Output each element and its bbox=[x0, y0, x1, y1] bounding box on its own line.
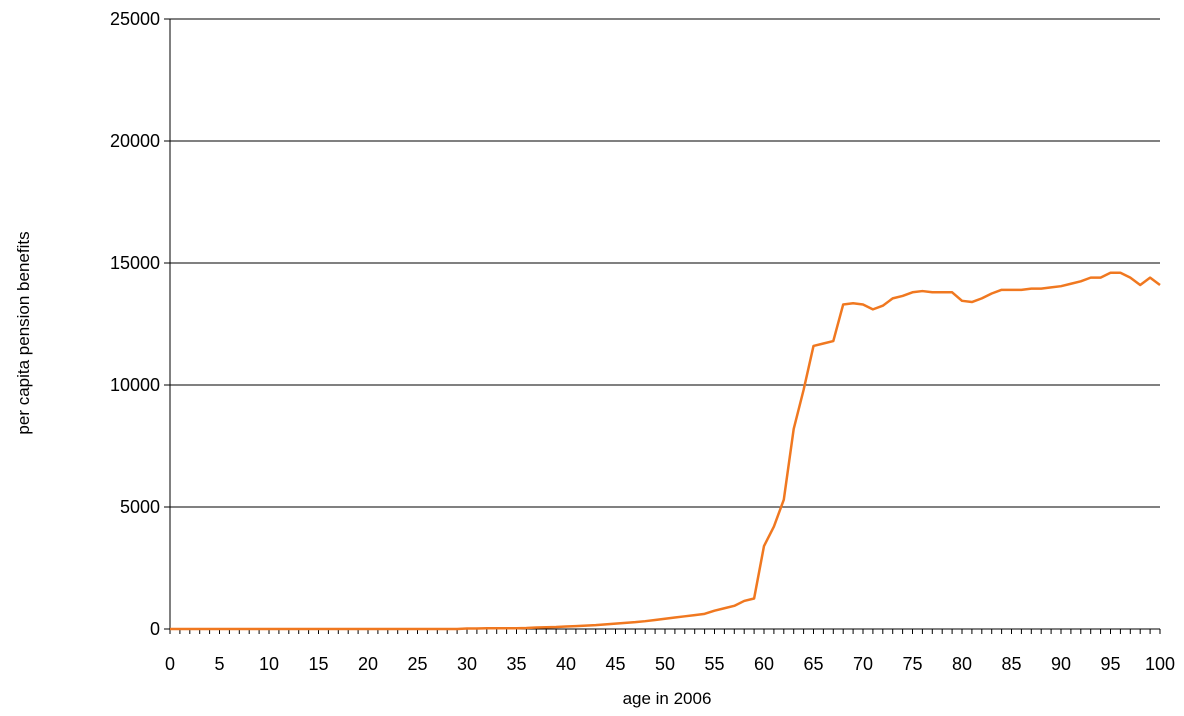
x-tick-label-60: 60 bbox=[754, 654, 774, 674]
x-tick-label-30: 30 bbox=[457, 654, 477, 674]
y-tick-label-5000: 5000 bbox=[120, 497, 160, 517]
x-tick-label-85: 85 bbox=[1001, 654, 1021, 674]
x-tick-label-80: 80 bbox=[952, 654, 972, 674]
axes bbox=[169, 19, 1160, 630]
gridlines bbox=[170, 18, 1160, 508]
x-tick-label-15: 15 bbox=[308, 654, 328, 674]
x-tick-label-55: 55 bbox=[704, 654, 724, 674]
x-tick-label-25: 25 bbox=[407, 654, 427, 674]
x-tick-label-65: 65 bbox=[803, 654, 823, 674]
x-tick-label-45: 45 bbox=[605, 654, 625, 674]
series-layer bbox=[170, 271, 1161, 631]
x-tick-label-35: 35 bbox=[506, 654, 526, 674]
x-tick-label-5: 5 bbox=[214, 654, 224, 674]
y-tick-label-0: 0 bbox=[150, 619, 160, 639]
x-tick-label-10: 10 bbox=[259, 654, 279, 674]
x-tick-label-20: 20 bbox=[358, 654, 378, 674]
x-tick-label-70: 70 bbox=[853, 654, 873, 674]
y-tick-label-10000: 10000 bbox=[110, 375, 160, 395]
y-axis-title: per capita pension benefits bbox=[14, 231, 33, 434]
x-tick-label-50: 50 bbox=[655, 654, 675, 674]
y-tick-label-20000: 20000 bbox=[110, 131, 160, 151]
x-tick-label-90: 90 bbox=[1051, 654, 1071, 674]
x-tick-label-75: 75 bbox=[902, 654, 922, 674]
series-line-0 bbox=[170, 271, 1161, 631]
y-tick-label-25000: 25000 bbox=[110, 9, 160, 29]
x-axis-title: age in 2006 bbox=[623, 689, 712, 708]
x-tick-label-95: 95 bbox=[1100, 654, 1120, 674]
x-tick-label-100: 100 bbox=[1145, 654, 1175, 674]
tick-labels: 0 5000 10000 15000 20000 25000 0 5 10 15 20 25 30 35 4… bbox=[110, 9, 1175, 674]
x-tick-label-0: 0 bbox=[165, 654, 175, 674]
axis-ticks bbox=[164, 18, 1161, 634]
x-tick-label-40: 40 bbox=[556, 654, 576, 674]
y-tick-label-15000: 15000 bbox=[110, 253, 160, 273]
